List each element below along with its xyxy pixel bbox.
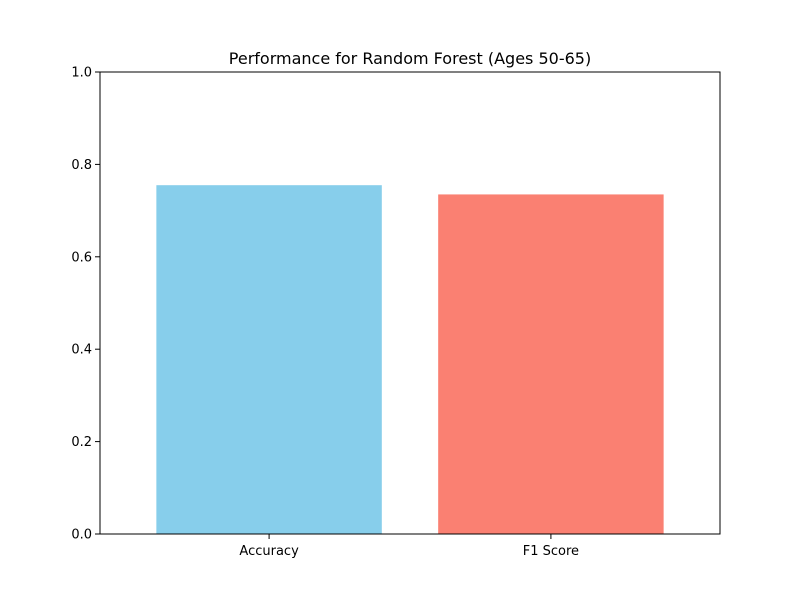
x-tick-label: F1 Score [523, 544, 579, 559]
bar-accuracy [156, 185, 382, 534]
bar-f1-score [438, 194, 664, 534]
x-axis: Accuracy F1 Score [239, 534, 579, 559]
y-tick-label: 0.6 [71, 250, 92, 265]
y-tick-label: 0.2 [71, 435, 92, 450]
y-axis: 0.0 0.2 0.4 0.6 0.8 1.0 [71, 66, 100, 543]
bars-layer [156, 185, 664, 534]
chart-title: Performance for Random Forest (Ages 50-6… [229, 49, 591, 68]
y-tick-label: 0.4 [71, 343, 92, 358]
y-tick-label: 1.0 [71, 66, 92, 81]
y-tick-label: 0.8 [71, 158, 92, 173]
y-tick-label: 0.0 [71, 528, 92, 543]
x-tick-label: Accuracy [239, 544, 299, 559]
plot-frame [99, 71, 721, 535]
